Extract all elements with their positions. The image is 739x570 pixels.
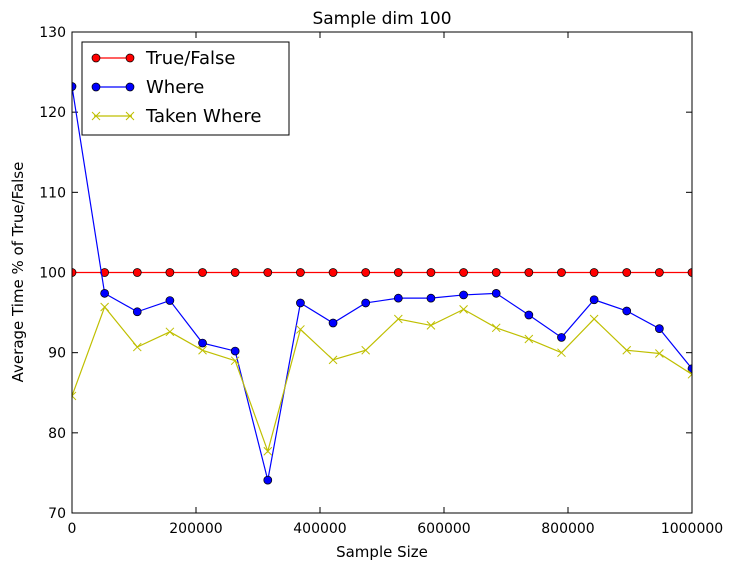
data-point-taken-where [687,369,692,379]
data-point-taken-where [132,342,142,352]
y-tick-label: 120 [39,105,66,121]
x-tick-label: 800000 [541,521,594,537]
data-point-true-false [100,268,109,277]
data-point-where [361,298,371,308]
data-point-where [426,293,436,303]
data-point-taken-where [165,327,175,337]
data-point-taken-where [557,348,566,358]
data-point-true-false [198,268,207,277]
series-line-where [72,86,692,481]
data-point-true-false [589,268,599,277]
data-point-taken-where [72,391,77,401]
data-point-true-false [655,268,664,277]
legend-label: True/False [145,48,235,69]
x-tick-label: 200000 [169,521,222,537]
legend-marker [125,82,135,92]
chart-title: Sample dim 100 [312,9,451,29]
plot-frame [71,31,693,514]
legend-item-taken-where: Taken Where [91,106,261,127]
data-point-taken-where [100,302,109,312]
y-axis-title: Average Time % of True/False [9,162,27,383]
data-point-where [165,296,175,305]
series-line-taken-where [72,305,692,454]
series-layer [72,82,692,485]
data-point-true-false [687,268,692,277]
legend-marker [125,111,135,121]
legend: True/False Where Taken Where [81,41,290,136]
data-point-true-false [230,268,240,277]
data-point-where [491,288,501,298]
legend-item-true-false: True/False [91,48,235,69]
data-point-taken-where [491,323,501,333]
x-tick-label: 1000000 [661,521,723,537]
data-point-taken-where [589,314,599,324]
data-point-true-false [296,268,305,277]
data-point-taken-where [459,305,468,314]
data-point-true-false [426,268,436,277]
data-point-taken-where [393,314,403,324]
data-point-where [100,288,109,298]
data-point-true-false [165,268,175,277]
x-tick-label: 0 [68,521,77,537]
data-point-taken-where [230,356,240,366]
x-axis-title: Sample Size [336,543,428,561]
data-point-where [393,293,403,303]
data-point-true-false [491,268,501,277]
data-point-true-false [459,268,468,277]
x-tick-label: 600000 [417,521,470,537]
y-tick-label: 100 [39,266,66,282]
series-taken-where [72,302,692,456]
y-tick-label: 90 [48,346,66,362]
data-point-where [557,333,566,342]
legend-item-where: Where [91,77,204,98]
data-point-true-false [393,268,403,277]
data-point-where [524,310,534,320]
data-point-true-false [132,268,142,277]
data-point-taken-where [524,334,534,344]
legend-label: Where [146,77,204,98]
data-point-taken-where [198,345,207,355]
legend-marker [91,82,101,92]
data-point-where [328,318,338,328]
legend-marker [91,53,101,63]
y-tick-label: 80 [48,426,66,442]
data-point-true-false [524,268,534,277]
data-point-where [132,307,142,317]
legend-marker [91,111,101,121]
data-point-taken-where [361,345,371,355]
data-point-where [589,295,599,305]
data-point-true-false [361,268,371,277]
series-where [72,82,692,485]
data-point-taken-where [263,446,273,456]
data-point-where [296,298,305,308]
data-point-where [230,346,240,356]
data-point-true-false [72,268,77,277]
y-tick-label: 70 [48,506,66,522]
data-point-where [198,338,207,348]
legend-marker [125,53,135,63]
x-tick-label: 400000 [293,521,346,537]
data-point-taken-where [328,355,338,365]
data-point-taken-where [622,345,632,355]
data-point-taken-where [296,325,305,334]
y-tick-label: 110 [39,185,66,201]
data-point-taken-where [655,349,664,358]
data-point-true-false [557,268,566,277]
data-point-true-false [328,268,338,277]
data-point-true-false [263,268,273,277]
data-point-where [72,82,77,91]
axis-tick-labels: 0 200000 400000 600000 800000 1000000 70 80 90 10… [39,25,723,537]
data-point-true-false [622,268,632,277]
data-point-where [263,475,273,485]
data-point-where [655,324,664,333]
data-point-taken-where [426,321,436,330]
data-point-where [459,290,468,300]
data-point-where [622,306,632,316]
y-tick-label: 130 [39,25,66,41]
series-true-false [72,268,692,277]
legend-label: Taken Where [145,106,261,127]
